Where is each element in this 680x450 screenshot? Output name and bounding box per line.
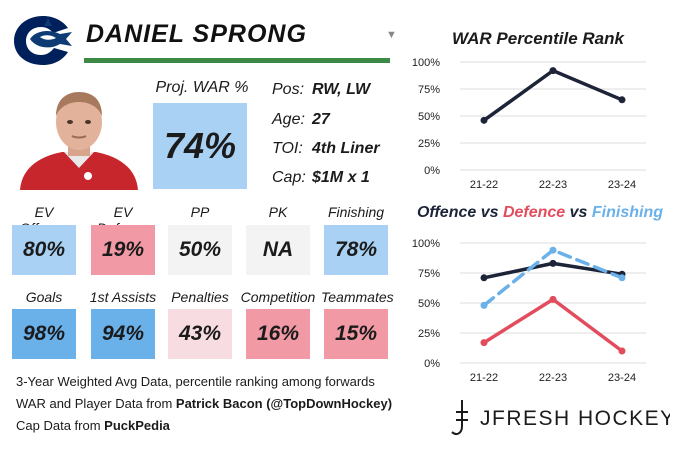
data-point-finishing: [618, 274, 626, 282]
y-tick-label: 100%: [412, 57, 440, 69]
name-underline: [84, 58, 390, 63]
x-tick-label: 21-22: [470, 372, 498, 384]
data-point-finishing: [480, 301, 488, 309]
info-label-pos: Pos:: [272, 81, 305, 98]
brand-logo: JFRESH HOCKEY: [451, 400, 670, 435]
x-tick-label: 23-24: [608, 179, 636, 191]
footer-war-source: WAR and Player Data from Patrick Bacon (…: [16, 396, 392, 411]
player-headshot: [16, 82, 142, 190]
data-point-war: [618, 96, 626, 104]
metric-value-teammates: 15%: [324, 309, 388, 359]
y-tick-label: 25%: [418, 328, 440, 340]
chart2-title-offence: Offence: [416, 204, 477, 221]
data-point-offence: [549, 259, 557, 267]
data-point-defence: [549, 295, 557, 303]
x-tick-label: 22-23: [539, 179, 567, 191]
metric-value-goals: 98%: [12, 309, 76, 359]
metric-label-teammates: Teammates: [321, 289, 394, 305]
metric-label-pk: PK: [268, 204, 288, 220]
footer-cap-source-name: PuckPedia: [104, 418, 170, 433]
chevron-down-icon[interactable]: ▼: [386, 29, 397, 41]
metric-value-ev-defence: 19%: [91, 225, 155, 275]
metric-label-pp: PP: [190, 204, 210, 220]
data-point-defence: [618, 347, 626, 355]
metric-label-competition: Competition: [240, 289, 316, 305]
metric-value-competition: 16%: [246, 309, 310, 359]
data-point-finishing: [549, 246, 557, 254]
metric-value-penalties: 43%: [168, 309, 232, 359]
y-tick-label: 75%: [418, 268, 440, 280]
info-label-age: Age:: [272, 111, 305, 128]
metric-label-finishing: Finishing: [327, 204, 385, 220]
y-tick-label: 75%: [418, 84, 440, 96]
chart2-title-sep1: vs: [476, 204, 503, 221]
chart2-title-finishing: Finishing: [591, 204, 663, 221]
y-tick-label: 50%: [418, 111, 440, 123]
metric-value-pk: NA: [246, 225, 310, 275]
footer-cap-source: Cap Data from PuckPedia: [16, 418, 170, 433]
data-point-offence: [480, 274, 488, 282]
info-value-toi: 4th Liner: [312, 140, 380, 157]
info-value-age: 27: [312, 111, 330, 128]
proj-war-value: 74%: [153, 103, 247, 189]
y-tick-label: 0%: [424, 165, 440, 177]
footer-war-prefix: WAR and Player Data from: [16, 396, 176, 411]
y-tick-label: 0%: [424, 358, 440, 370]
chart2-title-defence: Defence: [502, 204, 566, 221]
info-label-toi: TOI:: [272, 140, 303, 157]
data-point-war: [549, 67, 557, 75]
metric-value-1st-assists: 94%: [91, 309, 155, 359]
metric-value-finishing: 78%: [324, 225, 388, 275]
metric-label-1st-assists: 1st Assists: [89, 289, 157, 305]
footer-war-source-name: Patrick Bacon (@TopDownHockey): [175, 396, 393, 411]
offence-defence-finishing-chart: 0% 25% 50% 75% 100% 21-22 22-23 23-24: [412, 238, 646, 384]
x-tick-label: 23-24: [608, 372, 636, 384]
chart1-title: WAR Percentile Rank: [452, 29, 624, 48]
data-point-war: [480, 116, 488, 124]
series-line-war: [482, 68, 624, 123]
y-tick-label: 100%: [412, 238, 440, 250]
x-tick-label: 22-23: [539, 372, 567, 384]
brand-mark-icon: [451, 400, 468, 435]
brand-name: JFRESH HOCKEY: [480, 407, 670, 430]
war-percentile-chart: 0% 25% 50% 75% 100% 21-22 22-23 23-24: [412, 57, 646, 191]
metric-value-ev-offence: 80%: [12, 225, 76, 275]
chart2-title: Offence vs Defence vs Finishing: [405, 204, 675, 222]
data-point-defence: [480, 339, 488, 347]
metric-label-penalties: Penalties: [171, 289, 229, 305]
chart2-title-sep2: vs: [565, 204, 592, 221]
footer-note: 3-Year Weighted Avg Data, percentile ran…: [16, 374, 375, 389]
x-tick-label: 21-22: [470, 179, 498, 191]
y-tick-label: 50%: [418, 298, 440, 310]
info-value-cap: $1M x 1: [312, 169, 370, 186]
info-label-cap: Cap:: [272, 169, 306, 186]
metric-label-goals: Goals: [25, 289, 63, 305]
metric-value-pp: 50%: [168, 225, 232, 275]
proj-war-label: Proj. WAR %: [155, 79, 249, 96]
footer-cap-prefix: Cap Data from: [16, 418, 105, 433]
info-value-pos: RW, LW: [312, 81, 371, 98]
team-logo-icon: [14, 16, 72, 65]
series-line-defence: [482, 297, 624, 353]
y-tick-label: 25%: [418, 138, 440, 150]
player-name: DANIEL SPRONG: [86, 20, 307, 48]
